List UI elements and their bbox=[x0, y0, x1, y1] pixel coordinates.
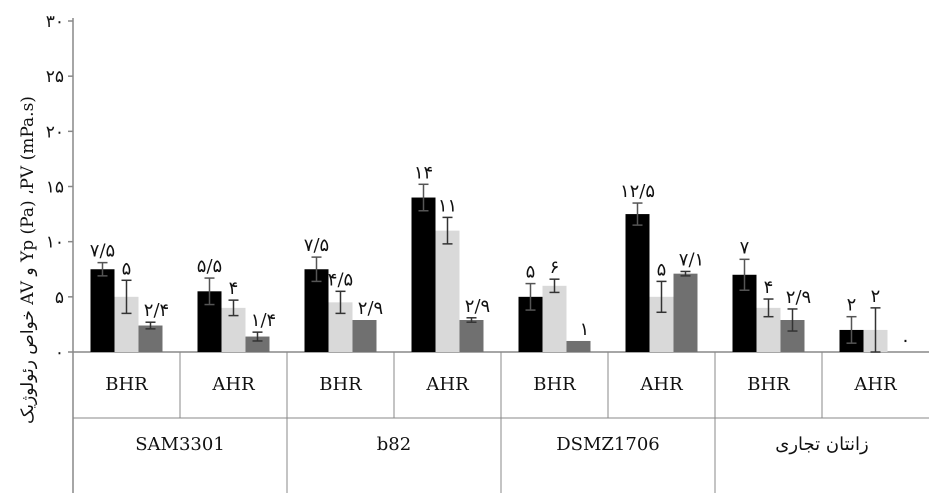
group-label: زانتان تجاری bbox=[775, 434, 868, 455]
data-label: ۲/۹ bbox=[786, 287, 811, 308]
y-tick-label: ۲۵ bbox=[46, 67, 64, 87]
subgroup-label: BHR bbox=[533, 374, 576, 395]
data-label: ۶ bbox=[550, 257, 560, 278]
bar bbox=[138, 325, 163, 352]
data-label: ۱۱ bbox=[438, 195, 457, 216]
data-label: ۵ bbox=[526, 262, 536, 283]
subgroup-label: AHR bbox=[425, 374, 469, 395]
y-tick-label: ۲۰ bbox=[46, 122, 64, 142]
data-label: ۲/۹ bbox=[465, 296, 490, 317]
bar bbox=[435, 230, 460, 352]
bar bbox=[411, 197, 436, 352]
group-label: b82 bbox=[377, 434, 411, 455]
bars bbox=[90, 197, 888, 352]
bar bbox=[245, 336, 270, 352]
y-axis-ticks: ۰ ۵ ۱۰ ۱۵ ۲۰ ۲۵ ۳۰ bbox=[46, 12, 73, 363]
data-label: ۱ bbox=[580, 319, 590, 340]
data-label: ۵ bbox=[657, 259, 667, 280]
data-label: ۷/۵ bbox=[90, 241, 115, 262]
bar bbox=[352, 320, 377, 352]
bar bbox=[566, 340, 591, 352]
subgroup-label: BHR bbox=[105, 374, 148, 395]
group-label: SAM3301 bbox=[135, 434, 225, 455]
data-label: ۷/۵ bbox=[304, 235, 329, 256]
data-label: ۲ bbox=[847, 295, 857, 316]
data-label: ۲/۴ bbox=[144, 300, 169, 321]
subgroup-label: AHR bbox=[853, 374, 897, 395]
data-label: ۴ bbox=[229, 278, 239, 299]
bar bbox=[304, 269, 329, 352]
y-tick-label: ۳۰ bbox=[46, 12, 64, 32]
y-axis-label: خواص رئولوژیک AV و Yp (Pa) ،PV (mPa.s) bbox=[18, 96, 38, 424]
subgroup-label: AHR bbox=[639, 374, 683, 395]
y-tick-label: ۵ bbox=[55, 288, 64, 308]
category-labels: BHR AHR BHR AHR BHR AHR BHR AHR SAM3301 b82 DSMZ17… bbox=[105, 374, 897, 455]
data-label: ۱۲/۵ bbox=[620, 181, 655, 202]
data-label: ۴/۵ bbox=[328, 269, 353, 290]
subgroup-label: BHR bbox=[747, 374, 790, 395]
group-label: DSMZ1706 bbox=[556, 434, 660, 455]
data-label: ۲ bbox=[871, 286, 881, 307]
bar bbox=[542, 285, 567, 352]
data-label: ۰ bbox=[901, 330, 911, 351]
bar bbox=[625, 214, 650, 352]
data-label: ۵ bbox=[122, 258, 132, 279]
error-bars bbox=[97, 183, 881, 353]
data-label: ۷/۱ bbox=[679, 249, 704, 270]
y-tick-label: ۱۰ bbox=[46, 233, 64, 253]
data-label: ۱/۴ bbox=[251, 310, 276, 331]
bar bbox=[459, 320, 484, 352]
bar bbox=[90, 269, 115, 352]
y-tick-label: ۰ bbox=[55, 343, 64, 363]
subgroup-label: AHR bbox=[211, 374, 255, 395]
subgroup-label: BHR bbox=[319, 374, 362, 395]
data-label: ۴ bbox=[764, 277, 774, 298]
data-label: ۷ bbox=[740, 237, 750, 258]
data-label: ۲/۹ bbox=[358, 298, 383, 319]
y-tick-label: ۱۵ bbox=[46, 178, 64, 198]
data-label: ۵/۵ bbox=[197, 256, 222, 277]
bar bbox=[673, 273, 698, 352]
data-label: ۱۴ bbox=[414, 162, 433, 183]
